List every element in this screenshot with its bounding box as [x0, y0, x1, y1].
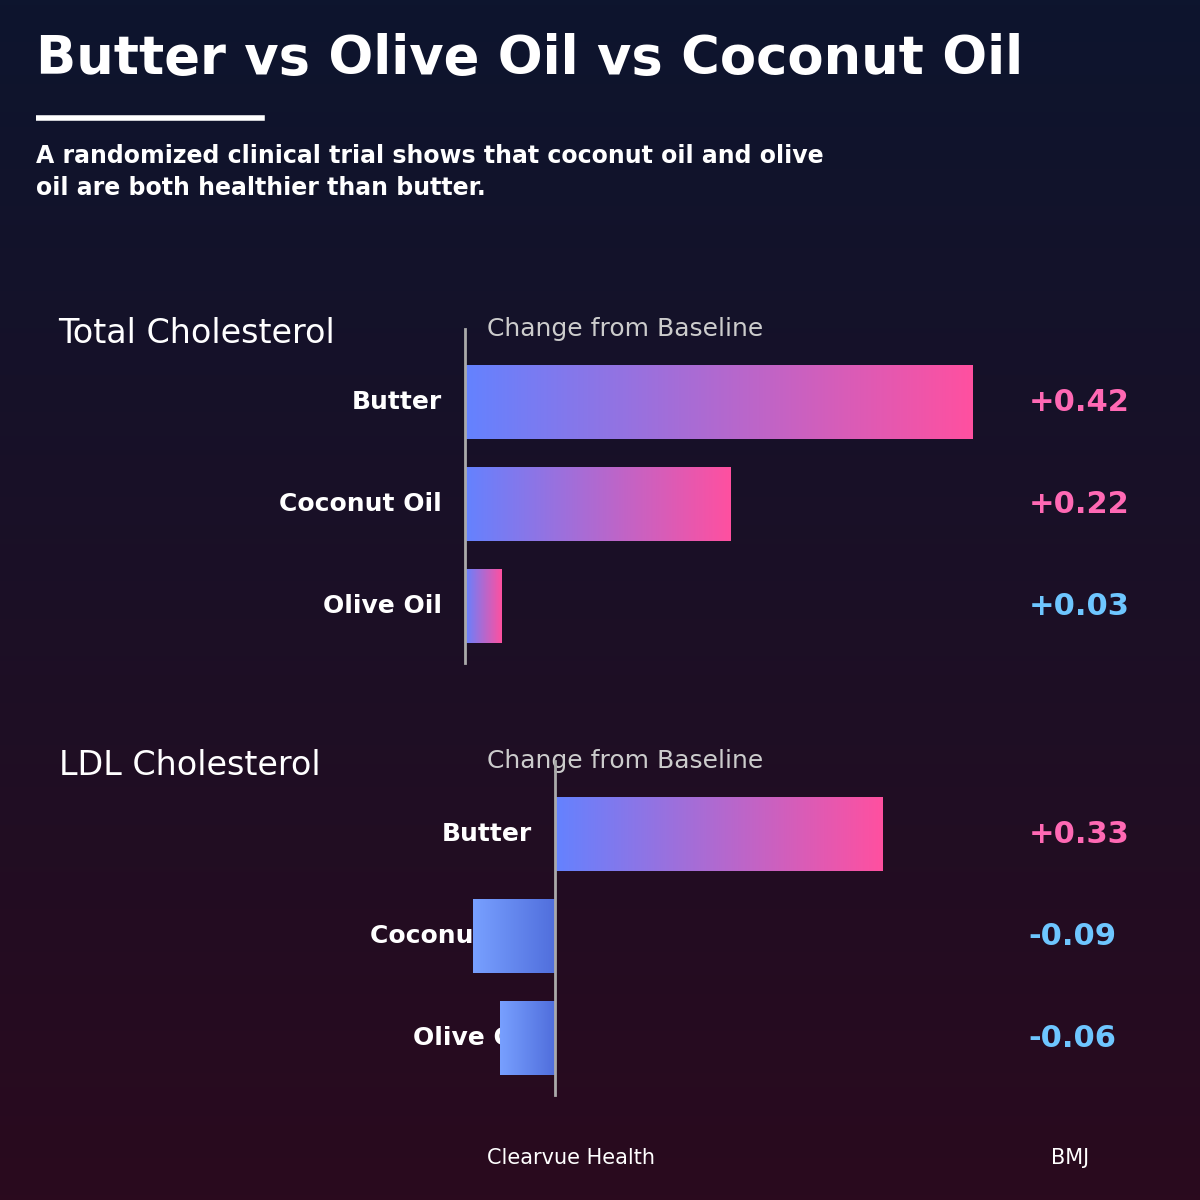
Text: Butter: Butter [352, 390, 442, 414]
Text: Coconut Oil: Coconut Oil [370, 924, 533, 948]
Text: -0.06: -0.06 [1028, 1024, 1117, 1052]
Text: +0.33: +0.33 [1028, 820, 1129, 848]
Text: Butter vs Olive Oil vs Coconut Oil: Butter vs Olive Oil vs Coconut Oil [36, 34, 1024, 85]
Text: Total Cholesterol: Total Cholesterol [59, 317, 335, 349]
Text: Olive Oil: Olive Oil [413, 1026, 533, 1050]
Text: Coconut Oil: Coconut Oil [280, 492, 442, 516]
Text: BMJ: BMJ [1051, 1148, 1090, 1168]
Text: Butter: Butter [442, 822, 533, 846]
Text: Clearvue Health: Clearvue Health [487, 1148, 655, 1168]
Text: A randomized clinical trial shows that coconut oil and olive
oil are both health: A randomized clinical trial shows that c… [36, 144, 823, 199]
Text: -0.09: -0.09 [1028, 922, 1117, 950]
Text: Change from Baseline: Change from Baseline [487, 317, 763, 341]
Text: +0.22: +0.22 [1028, 490, 1129, 518]
Text: LDL Cholesterol: LDL Cholesterol [59, 749, 320, 781]
Text: Change from Baseline: Change from Baseline [487, 749, 763, 773]
Text: Olive Oil: Olive Oil [323, 594, 442, 618]
Text: +0.42: +0.42 [1028, 388, 1129, 416]
Text: +0.03: +0.03 [1028, 592, 1129, 620]
